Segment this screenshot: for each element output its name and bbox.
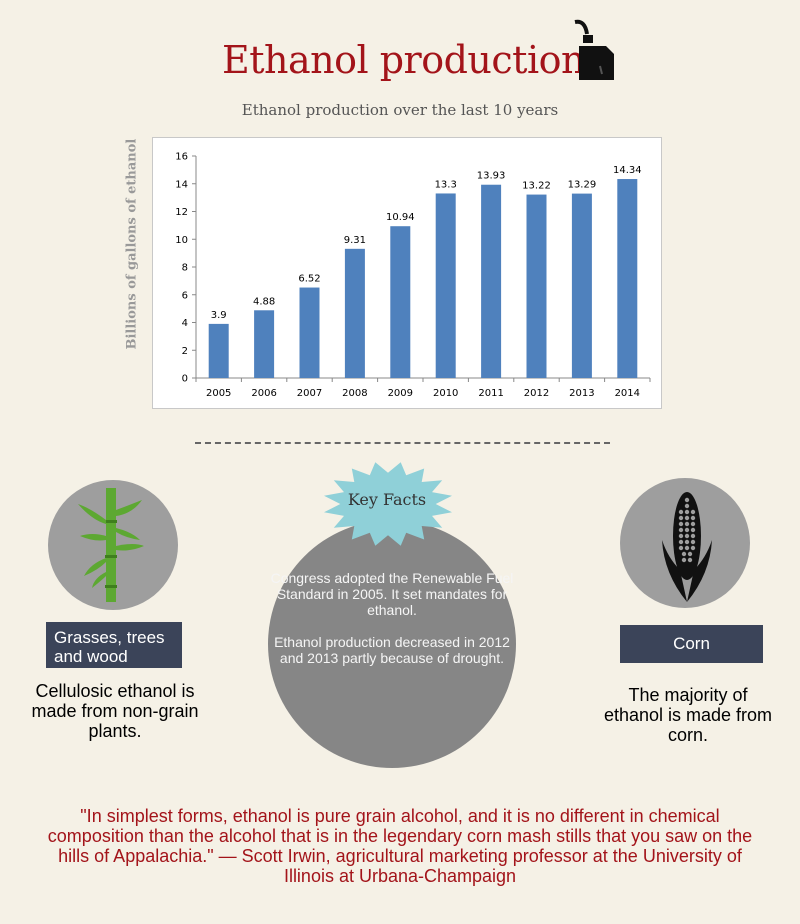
x-tick-label: 2010 [433,388,458,399]
corn-kernel [684,533,690,539]
y-tick-label: 0 [182,374,188,385]
data-label: 9.31 [344,235,366,246]
corn-kernel [684,515,690,521]
x-tick-label: 2013 [569,388,594,399]
corn-kernel [690,527,696,533]
corn-kernel [687,557,693,563]
corn-kernel [681,557,687,563]
data-label: 6.52 [298,274,320,285]
x-tick-label: 2009 [388,388,413,399]
chart-plot: 0 2 4 6 8 10 12 14 16 3.9 2005 4.88 2006 6.52 2007 9.31… [175,152,651,399]
corn-kernel [684,527,690,533]
y-tick-label: 6 [182,290,188,301]
data-label: 4.88 [253,296,275,307]
data-label: 13.93 [477,171,506,182]
corn-kernel [678,533,684,539]
bar [390,226,411,378]
category-label-grasses: Grasses, trees and wood [46,622,182,668]
key-facts-title: Key Facts [347,490,427,509]
fact-item: Congress adopted the Renewable Fuel Stan… [270,570,514,618]
corn-kernel [678,545,684,551]
bamboo-circle [48,480,178,610]
corn-kernel [690,533,696,539]
corn-kernel [678,539,684,545]
x-tick-label: 2008 [342,388,367,399]
y-tick-label: 12 [175,207,188,218]
quote-text: "In simplest forms, ethanol is pure grai… [47,806,753,886]
data-label: 13.22 [522,181,551,192]
x-tick-label: 2006 [251,388,276,399]
corn-kernel [690,509,696,515]
corn-kernel [690,515,696,521]
key-facts-circle [268,520,516,768]
data-label: 10.94 [386,212,415,223]
corn-kernel [684,503,690,509]
page-title: Ethanol production [222,38,585,82]
fact-item: Ethanol production decreased in 2012 and… [274,634,510,666]
bar [344,248,365,378]
bar [299,287,320,378]
key-facts-text: Congress adopted the Renewable Fuel Stan… [268,570,516,682]
key-facts-badge [324,462,452,546]
corn-kernel [684,509,690,515]
corn-kernel [678,527,684,533]
corn-kernel [678,521,684,527]
bar [526,194,547,378]
data-label: 3.9 [211,310,227,321]
bar-chart: 0 2 4 6 8 10 12 14 16 3.9 2005 4.88 2006 6.52 2007 9.31… [152,137,662,409]
corn-kernel [678,515,684,521]
y-tick-label: 14 [175,179,188,190]
corn-kernel [690,521,696,527]
y-axis-label: Billions of gallons of ethanol [124,138,140,350]
corn-kernel [687,551,693,557]
data-label: 13.3 [435,179,457,190]
data-label: 13.29 [568,180,597,191]
bar [571,193,592,378]
x-tick-label: 2005 [206,388,231,399]
corn-icon [662,492,712,602]
x-tick-label: 2014 [615,388,640,399]
bar [208,323,229,378]
corn-kernel [690,545,696,551]
fuel-can-icon [574,19,614,80]
y-tick-label: 10 [175,235,188,246]
bar [481,184,502,378]
corn-kernel [678,509,684,515]
x-tick-label: 2007 [297,388,322,399]
corn-kernel [684,497,690,503]
corn-kernel [684,539,690,545]
chart-subtitle: Ethanol production over the last 10 year… [241,101,559,119]
bamboo-icon [78,488,144,602]
section-divider [195,442,610,444]
data-label: 14.34 [613,165,642,176]
corn-kernel [690,539,696,545]
corn-circle [620,478,750,608]
y-tick-label: 8 [182,263,188,274]
y-tick-label: 2 [182,346,188,357]
x-tick-label: 2011 [478,388,503,399]
y-tick-label: 16 [175,152,188,163]
bar [254,310,275,378]
bar [617,179,638,378]
badge-shape [324,462,452,546]
y-tick-label: 4 [182,318,188,329]
category-description-corn: The majority of ethanol is made from cor… [603,685,773,745]
corn-kernel [684,545,690,551]
bar [435,193,456,378]
x-tick-label: 2012 [524,388,549,399]
category-description-grasses: Cellulosic ethanol is made from non-grai… [31,681,199,741]
corn-kernel [681,551,687,557]
corn-kernel [684,521,690,527]
category-label-corn: Corn [620,625,763,663]
